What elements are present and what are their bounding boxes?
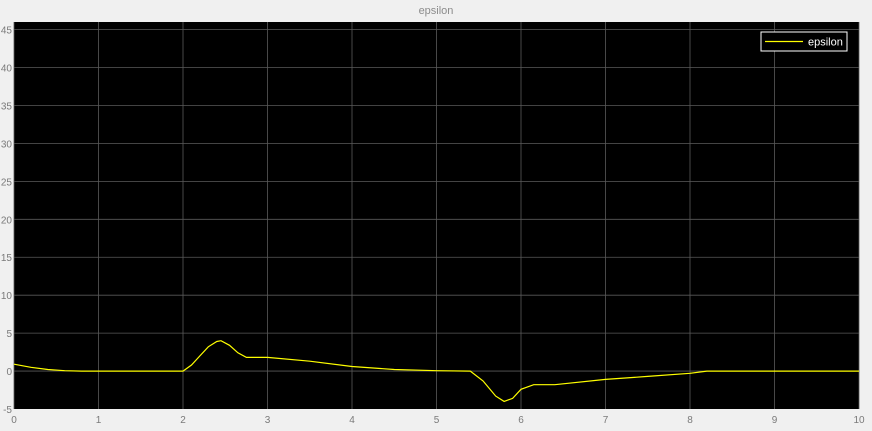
y-tick-label: 35	[1, 101, 13, 112]
x-tick-label: 1	[96, 415, 102, 426]
x-tick-label: 5	[434, 415, 440, 426]
y-tick-label: 20	[1, 215, 13, 226]
x-tick-label: 2	[180, 415, 186, 426]
y-tick-label: 10	[1, 291, 13, 302]
y-tick-label: -5	[3, 405, 12, 416]
x-tick-label: 3	[265, 415, 271, 426]
y-axis-ticks: -5 0 5 10 15 20 25 30 35 40 45	[1, 26, 13, 416]
x-tick-label: 10	[853, 415, 865, 426]
series-layer	[13, 340, 859, 403]
y-tick-label: 0	[6, 367, 12, 378]
grid-lines	[13, 22, 860, 409]
chart-title: epsilon	[419, 5, 454, 17]
y-tick-label: 15	[1, 253, 13, 264]
y-tick-label: 30	[1, 139, 13, 150]
x-tick-label: 7	[603, 415, 609, 426]
legend-box	[760, 31, 848, 52]
y-tick-label: 5	[6, 329, 12, 340]
series-line-epsilon	[13, 340, 859, 403]
y-tick-label: 40	[1, 64, 13, 75]
y-tick-label: 25	[1, 177, 13, 188]
x-tick-label: 8	[687, 415, 693, 426]
x-tick-label: 4	[349, 415, 355, 426]
x-tick-label: 6	[518, 415, 524, 426]
x-tick-label: 0	[11, 415, 17, 426]
x-axis-ticks: 0 1 2 3 4 5 6 7 8 9 10	[11, 415, 865, 426]
legend-label: epsilon	[808, 37, 843, 49]
x-tick-label: 9	[772, 415, 778, 426]
legend[interactable]: epsilon	[760, 31, 848, 52]
y-tick-label: 45	[1, 26, 13, 37]
